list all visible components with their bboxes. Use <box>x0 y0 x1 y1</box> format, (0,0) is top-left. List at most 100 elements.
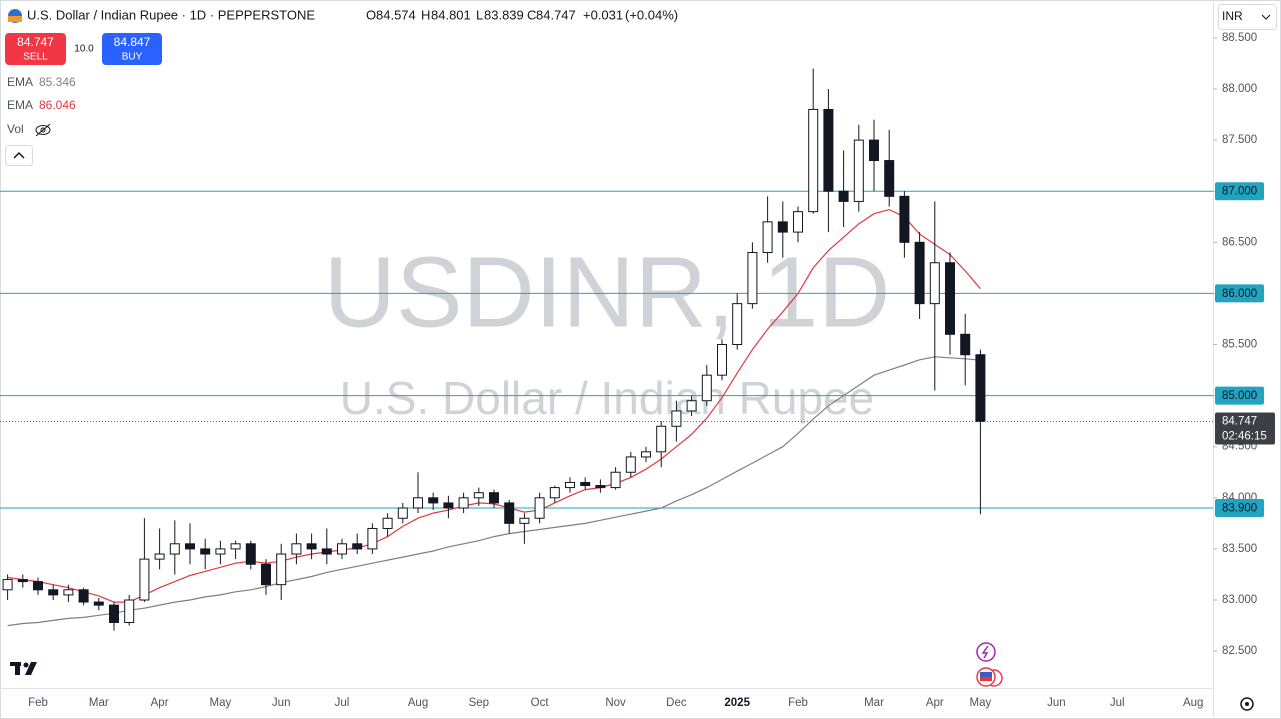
y-tick-label: 88.500 <box>1222 32 1257 44</box>
candle-body <box>276 553 287 586</box>
sell-button[interactable] <box>5 33 66 65</box>
y-tick-label: 83.500 <box>1222 543 1257 555</box>
candle-body <box>732 303 743 346</box>
candle-body <box>549 487 560 499</box>
x-tick-label: Apr <box>926 697 944 709</box>
hide-icon[interactable] <box>35 123 51 137</box>
watermark-name: U.S. Dollar / Indian Rupee <box>340 372 874 424</box>
candle-body <box>519 517 530 524</box>
candle-body <box>215 548 226 555</box>
candle-body <box>945 262 955 335</box>
level-label: 86.000 <box>1222 288 1257 300</box>
y-tick-label: 82.500 <box>1222 645 1257 657</box>
candle-body <box>93 601 104 606</box>
candle-body <box>428 497 439 504</box>
candle-body <box>63 589 74 596</box>
candle-body <box>2 579 13 591</box>
candle-body <box>625 456 636 473</box>
candle-body <box>793 211 803 233</box>
candle-body <box>78 589 89 603</box>
logo-part <box>25 662 37 675</box>
ohlc-key: L <box>476 7 483 22</box>
candle-body <box>884 160 895 197</box>
indicator-value: 86.046 <box>39 98 76 112</box>
x-tick-label: Mar <box>864 697 884 709</box>
candle-body <box>458 497 469 509</box>
candle-body <box>352 543 363 550</box>
x-tick-label: Aug <box>408 697 428 709</box>
candle-body <box>17 579 28 583</box>
flag <box>980 677 992 681</box>
level-label-box <box>1215 182 1264 201</box>
watermark: USDINR, 1D U.S. Dollar / Indian Rupee <box>324 236 891 424</box>
candle-body <box>853 139 864 202</box>
event-icons[interactable] <box>976 642 1003 687</box>
level-label-box <box>1215 386 1264 405</box>
sell-label: SELL <box>23 52 48 63</box>
sell-price: 84.747 <box>17 35 54 49</box>
ema-line <box>7 356 981 627</box>
buy-button[interactable] <box>102 33 162 65</box>
candle-body <box>413 497 423 509</box>
ohlc-value: 84.574 <box>376 7 416 22</box>
event-icon[interactable] <box>976 642 996 662</box>
candle-body <box>337 543 347 555</box>
candle-body <box>185 543 195 550</box>
candle-body <box>169 543 180 555</box>
level-label: 83.900 <box>1222 503 1257 515</box>
candle-body <box>565 481 575 489</box>
candle-body <box>656 425 667 453</box>
x-tick-label: Feb <box>28 697 48 709</box>
change-percent: (+0.04%) <box>625 7 678 22</box>
candle-body <box>580 481 591 487</box>
x-tick-label: Jul <box>1110 697 1125 709</box>
y-tick-label: 87.500 <box>1222 134 1257 146</box>
x-tick-label: Jul <box>335 697 350 709</box>
level-label: 87.000 <box>1222 186 1257 198</box>
candle-body <box>534 497 545 519</box>
level-label-box <box>1215 499 1264 518</box>
settings-icon[interactable] <box>1240 697 1254 711</box>
currency-button[interactable]: INR <box>1218 4 1277 30</box>
candle-body <box>808 108 819 213</box>
x-tick-label: May <box>210 697 232 709</box>
watermark-symbol: USDINR, 1D <box>324 236 891 348</box>
candle-body <box>489 492 499 504</box>
y-tick-label: 86.500 <box>1222 236 1257 248</box>
x-tick-label: Jun <box>1047 697 1066 709</box>
x-tick-label: Apr <box>151 697 169 709</box>
volume-label[interactable]: Vol <box>7 122 24 136</box>
candle-body <box>869 139 879 162</box>
candle-body <box>701 374 712 402</box>
candle-body <box>899 195 910 243</box>
gear <box>1245 702 1249 706</box>
price-axis: 88.500 88.000 87.500 87.000 86.500 86.000 85.5… <box>28 32 1275 709</box>
x-tick-label: Sep <box>469 697 489 709</box>
ohlc-value: 84.801 <box>431 7 471 22</box>
spread: 10.0 <box>74 44 94 55</box>
buy-price: 84.847 <box>114 35 151 49</box>
candle-body <box>610 471 621 489</box>
candle-body <box>139 558 150 601</box>
ohlc-key: H <box>421 7 430 22</box>
currency-box <box>1218 4 1277 30</box>
ohlc-key: O <box>366 7 376 22</box>
candle-body <box>641 451 651 458</box>
last-price-label: 84.747 <box>1222 415 1257 427</box>
trade-buttons: 84.747 SELL 10.0 84.847 BUY <box>5 33 162 65</box>
indicator-name[interactable]: EMA <box>7 98 33 112</box>
candle-body <box>823 108 834 192</box>
collapse-button[interactable] <box>5 145 33 166</box>
x-tick-label: Dec <box>666 697 687 709</box>
x-tick-label: May <box>970 697 992 709</box>
candle-body <box>762 221 773 254</box>
countdown-label: 02:46:15 <box>1222 430 1267 442</box>
x-tick-label: Jun <box>272 697 291 709</box>
candle-body <box>397 507 408 519</box>
y-tick-label: 83.000 <box>1222 594 1257 606</box>
indicator-name[interactable]: EMA <box>7 75 33 89</box>
candle-body <box>109 604 119 623</box>
candle-body <box>747 252 758 305</box>
candle-body <box>245 543 256 565</box>
